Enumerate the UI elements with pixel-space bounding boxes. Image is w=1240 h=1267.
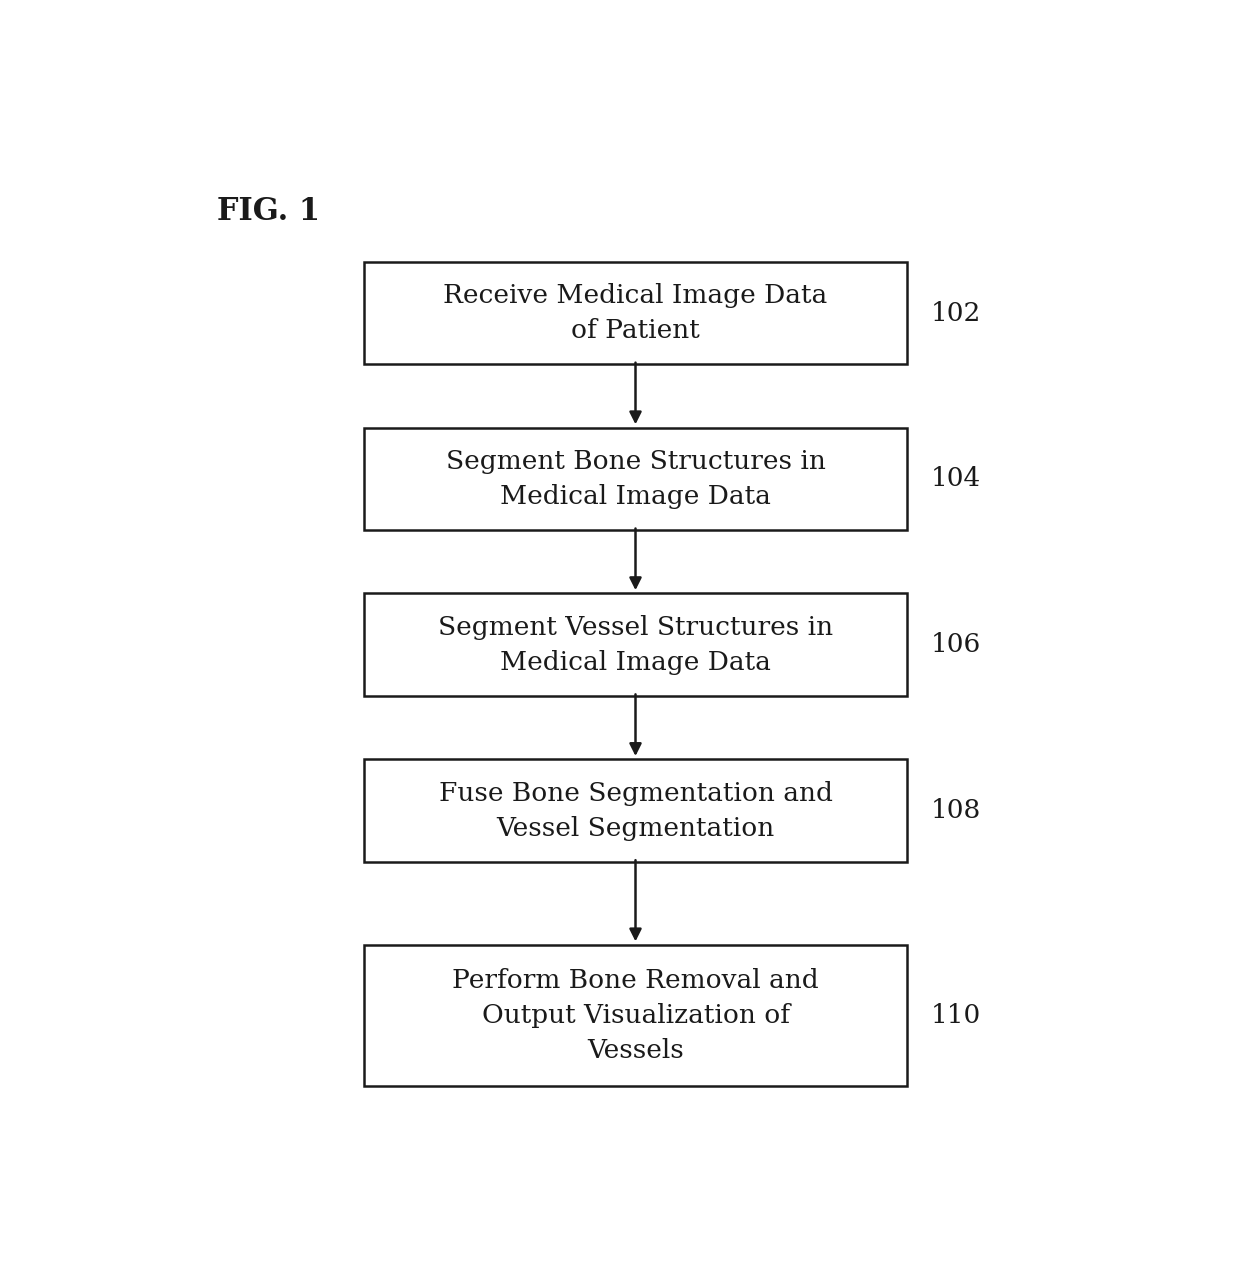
- Text: Segment Vessel Structures in
Medical Image Data: Segment Vessel Structures in Medical Ima…: [438, 614, 833, 675]
- Bar: [365, 428, 906, 530]
- Bar: [365, 945, 906, 1086]
- Bar: [365, 593, 906, 696]
- Text: 106: 106: [931, 632, 981, 658]
- Bar: [365, 759, 906, 862]
- Text: Receive Medical Image Data
of Patient: Receive Medical Image Data of Patient: [444, 283, 827, 343]
- Text: Fuse Bone Segmentation and
Vessel Segmentation: Fuse Bone Segmentation and Vessel Segmen…: [439, 780, 832, 840]
- Text: 102: 102: [931, 300, 981, 326]
- Text: FIG. 1: FIG. 1: [217, 196, 320, 227]
- Text: 108: 108: [931, 798, 981, 824]
- Bar: [365, 262, 906, 364]
- Text: Segment Bone Structures in
Medical Image Data: Segment Bone Structures in Medical Image…: [445, 449, 826, 509]
- Text: Perform Bone Removal and
Output Visualization of
Vessels: Perform Bone Removal and Output Visualiz…: [453, 968, 818, 1063]
- Text: 104: 104: [931, 466, 981, 492]
- Text: 110: 110: [931, 1003, 981, 1028]
